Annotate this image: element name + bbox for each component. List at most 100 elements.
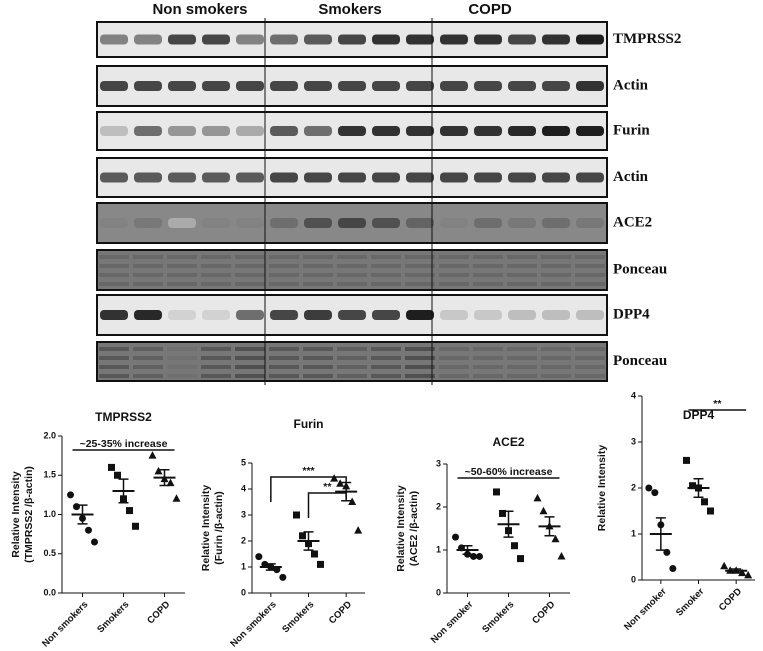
blot-band xyxy=(270,34,298,45)
blot-band xyxy=(133,374,163,378)
blot-band xyxy=(168,310,196,320)
blot-band xyxy=(337,374,367,378)
data-point xyxy=(293,511,300,519)
data-point xyxy=(114,471,121,479)
blot-band xyxy=(507,347,537,351)
blot-band xyxy=(541,347,571,351)
blot-band xyxy=(440,310,468,320)
blot-band xyxy=(201,356,231,360)
blot-label: Ponceau xyxy=(613,261,667,277)
blot-band xyxy=(201,282,231,286)
blot-label: ACE2 xyxy=(613,214,652,230)
blot-band xyxy=(439,273,469,277)
data-point xyxy=(651,489,659,497)
blot-band xyxy=(236,172,264,183)
x-tick-label: Non smoker xyxy=(429,599,476,646)
blot-band xyxy=(371,255,401,259)
blot-band xyxy=(405,347,435,351)
blot-band xyxy=(304,34,332,45)
annotation: ** xyxy=(323,481,332,493)
blot-label: Ponceau xyxy=(613,353,667,369)
data-point xyxy=(499,509,506,517)
blot-band xyxy=(303,347,333,351)
data-point xyxy=(154,466,163,475)
blot-band xyxy=(508,34,536,45)
blot-band xyxy=(372,34,400,45)
blot-band xyxy=(406,126,434,136)
blot-band xyxy=(201,273,231,277)
error-bar xyxy=(544,516,555,537)
blot-band xyxy=(270,172,298,183)
blot-band xyxy=(541,374,571,378)
chart-title: TMPRSS2 xyxy=(95,410,152,424)
data-point xyxy=(701,498,708,506)
blot-band xyxy=(371,273,401,277)
data-point xyxy=(73,503,80,511)
blot-band xyxy=(235,255,265,259)
blot-band xyxy=(371,347,401,351)
blot-band xyxy=(439,365,469,369)
blot-band xyxy=(202,218,230,228)
blot-band xyxy=(235,347,265,351)
blot-band xyxy=(439,282,469,286)
blot-band xyxy=(236,81,264,91)
chart-title: ACE2 xyxy=(492,435,524,449)
blot-band xyxy=(507,282,537,286)
group-label: Smokers xyxy=(318,1,381,18)
blot-band xyxy=(202,126,230,136)
chart-title: DPP4 xyxy=(683,408,715,422)
x-tick-label: Non smoker xyxy=(622,586,669,633)
blot-band xyxy=(133,264,163,268)
data-point xyxy=(85,526,92,534)
blot-band xyxy=(134,34,162,45)
blot-band xyxy=(473,264,503,268)
error-bar xyxy=(118,478,129,504)
blot-band xyxy=(202,81,230,91)
blot-band xyxy=(406,172,434,183)
blot-band xyxy=(507,374,537,378)
blot-band xyxy=(575,374,605,378)
data-point xyxy=(476,552,483,560)
blot-band xyxy=(303,282,333,286)
blot-band xyxy=(439,264,469,268)
blot-band xyxy=(304,81,332,91)
blot-band xyxy=(269,273,299,277)
blot-band xyxy=(474,81,502,91)
blot-band xyxy=(269,347,299,351)
y-axis-label: (TMPRSS2 /β-actin) xyxy=(23,466,35,563)
y-axis-label: (ACE2 /β-actin) xyxy=(408,491,420,566)
blot-band xyxy=(303,255,333,259)
blot-band xyxy=(439,374,469,378)
y-axis-label: Relative Intensity xyxy=(395,485,407,572)
blot-band xyxy=(541,255,571,259)
data-point xyxy=(354,526,363,534)
blot-label: DPP4 xyxy=(613,306,650,322)
chart-title: Furin xyxy=(294,417,324,431)
blot-band xyxy=(133,282,163,286)
data-point xyxy=(683,456,690,464)
blot-band xyxy=(236,126,264,136)
blot-band xyxy=(201,374,231,378)
significance-line xyxy=(307,492,347,518)
blot-band xyxy=(474,34,502,45)
blot-band xyxy=(541,282,571,286)
blot-band xyxy=(303,374,333,378)
blot-band xyxy=(99,273,129,277)
blot-band xyxy=(542,34,570,45)
blot-band xyxy=(269,365,299,369)
blot-band xyxy=(440,218,468,228)
data-point xyxy=(279,573,287,581)
y-tick-label: 0.5 xyxy=(43,548,56,558)
y-tick-label: 1 xyxy=(631,528,636,538)
data-point xyxy=(336,479,345,487)
blot-band xyxy=(100,81,128,91)
x-tick-label: COPD xyxy=(717,586,744,613)
data-point xyxy=(132,522,139,530)
group-label: COPD xyxy=(468,1,512,18)
blot-band xyxy=(201,347,231,351)
data-point xyxy=(539,506,548,515)
blot-band xyxy=(303,365,333,369)
x-tick-label: COPD xyxy=(145,599,172,626)
blot-band xyxy=(168,218,196,228)
